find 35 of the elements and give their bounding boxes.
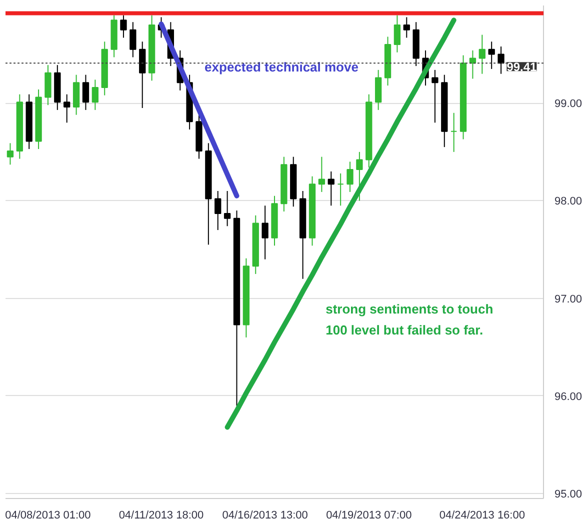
candlestick [346, 161, 354, 192]
candlestick [139, 41, 146, 109]
candlestick [432, 69, 438, 124]
candlestick [498, 46, 504, 74]
candlestick [130, 22, 136, 58]
candlestick [224, 190, 231, 227]
x-tick-label: 04/08/2013 01:00 [5, 510, 91, 522]
candlestick [92, 79, 98, 110]
y-tick-label: 99.00 [554, 98, 582, 110]
annotation: expected technical move [204, 60, 358, 75]
candlestick [337, 172, 344, 206]
x-tick-label: 04/19/2013 07:00 [326, 510, 412, 522]
candlestick [64, 94, 70, 124]
y-tick-label: 97.00 [554, 293, 582, 306]
candlestick [450, 112, 458, 152]
candlestick [328, 170, 334, 206]
y-tick-label: 96.00 [554, 390, 582, 403]
candlestick [469, 50, 476, 80]
candlestick [478, 34, 486, 74]
y-tick-label: 98.00 [554, 196, 582, 208]
x-tick-label: 04/24/2013 16:00 [439, 510, 525, 522]
annotation: strong sentiments to touch 100 level but failed so far. [326, 301, 494, 338]
candlestick [262, 205, 268, 260]
candlestick [488, 41, 495, 70]
x-tick-label: 04/11/2013 18:00 [118, 510, 204, 522]
y-tick-label: 95.00 [554, 488, 582, 501]
candlestick [6, 142, 14, 166]
candlestick [318, 156, 326, 192]
ref-line-label: 99.41 [506, 60, 538, 74]
candlestick [394, 14, 401, 53]
candlestick [403, 16, 410, 38]
x-tick-label: 04/16/2013 13:00 [222, 510, 308, 522]
candlestick [120, 14, 127, 38]
candlestick [214, 190, 222, 231]
candlestick [82, 74, 90, 110]
